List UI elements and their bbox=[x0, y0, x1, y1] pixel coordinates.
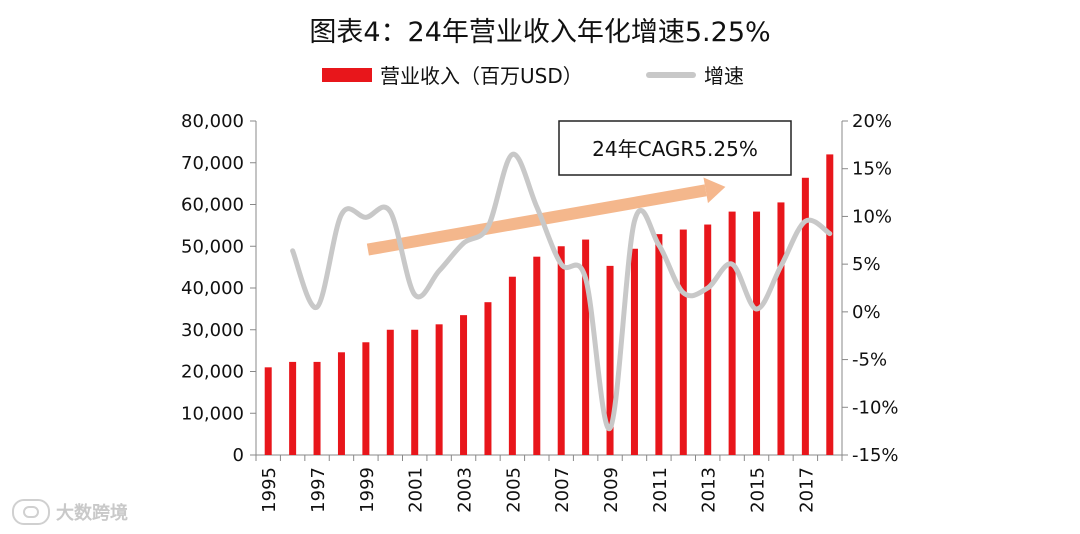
revenue-bars bbox=[264, 154, 834, 455]
revenue-bar bbox=[582, 239, 590, 455]
cagr-annotation: 24年CAGR5.25% bbox=[558, 120, 792, 176]
x-tick-label: 2013 bbox=[699, 467, 720, 513]
cagr-trend-arrow bbox=[366, 177, 726, 256]
trend-arrow-head bbox=[703, 177, 726, 204]
growth-line bbox=[290, 151, 833, 431]
trend-arrow-shaft bbox=[366, 184, 707, 256]
watermark-logo-icon bbox=[12, 499, 50, 525]
y-left-tick-label: 0 bbox=[233, 445, 244, 466]
revenue-bar bbox=[655, 234, 663, 455]
y-left-tick-label: 70,000 bbox=[181, 153, 244, 174]
y-right-tick-label: -5% bbox=[852, 350, 887, 371]
y-left-tick-label: 10,000 bbox=[181, 403, 244, 424]
legend-label-growth: 增速 bbox=[704, 64, 744, 88]
legend-label-revenue: 营业收入（百万USD） bbox=[380, 64, 583, 88]
revenue-bar bbox=[337, 352, 345, 455]
revenue-bar bbox=[460, 315, 468, 455]
x-tick-label: 1999 bbox=[357, 467, 378, 513]
legend-swatch-revenue bbox=[322, 67, 372, 82]
x-tick-label: 2001 bbox=[406, 467, 427, 513]
revenue-bar bbox=[777, 202, 785, 455]
revenue-bar bbox=[826, 154, 834, 455]
chart-legend: 营业收入（百万USD） 增速 bbox=[0, 60, 1080, 90]
revenue-bar bbox=[435, 324, 443, 455]
y-right-tick-label: 5% bbox=[852, 254, 881, 275]
y-right-tick-label: 15% bbox=[852, 159, 892, 180]
watermark: 大数跨境 bbox=[12, 499, 128, 525]
watermark-text: 大数跨境 bbox=[56, 503, 128, 524]
revenue-bar bbox=[264, 367, 272, 455]
y-left-tick-label: 40,000 bbox=[181, 278, 244, 299]
revenue-bar bbox=[289, 361, 297, 455]
x-tick-label: 1997 bbox=[308, 467, 329, 513]
y-right-tick-label: 10% bbox=[852, 206, 892, 227]
revenue-bar bbox=[753, 211, 761, 455]
revenue-bar bbox=[630, 248, 638, 455]
x-tick-label: 1995 bbox=[259, 467, 280, 513]
x-tick-label: 2007 bbox=[552, 467, 573, 513]
x-tick-label: 2015 bbox=[748, 467, 769, 513]
revenue-bar bbox=[533, 256, 541, 455]
legend-swatch-growth bbox=[646, 71, 696, 78]
revenue-bar bbox=[313, 361, 321, 455]
revenue-bar bbox=[801, 177, 809, 455]
x-tick-label: 2017 bbox=[796, 467, 817, 513]
revenue-bar bbox=[508, 276, 516, 455]
revenue-bar bbox=[704, 224, 712, 455]
x-tick-label: 2003 bbox=[455, 467, 476, 513]
annotation-text: 24年CAGR5.25% bbox=[592, 137, 758, 161]
revenue-bar bbox=[411, 329, 419, 455]
chart-axes: 0 10,000 20,000 30,000 40,000 50,000 60,000 70,… bbox=[181, 111, 899, 513]
y-right-tick-label: 0% bbox=[852, 302, 881, 323]
revenue-bar bbox=[386, 329, 394, 455]
revenue-bar bbox=[362, 342, 370, 455]
legend-item-growth: 增速 bbox=[646, 60, 744, 89]
x-tick-label: 2005 bbox=[503, 467, 524, 513]
y-right-tick-label: 20% bbox=[852, 111, 892, 132]
y-left-tick-label: 30,000 bbox=[181, 320, 244, 341]
y-right-tick-label: -10% bbox=[852, 397, 899, 418]
revenue-bar bbox=[484, 302, 492, 455]
x-tick-label: 2009 bbox=[601, 467, 622, 513]
x-tick-label: 2011 bbox=[650, 467, 671, 513]
revenue-bar bbox=[557, 246, 565, 455]
revenue-bar bbox=[679, 229, 687, 455]
annotation-box bbox=[558, 120, 792, 176]
revenue-bar bbox=[728, 211, 736, 455]
legend-item-revenue: 营业收入（百万USD） bbox=[322, 60, 583, 89]
y-left-tick-label: 80,000 bbox=[181, 111, 244, 132]
chart-title: 图表4：24年营业收入年化增速5.25% bbox=[309, 17, 771, 48]
y-left-tick-label: 60,000 bbox=[181, 195, 244, 216]
y-left-tick-label: 20,000 bbox=[181, 362, 244, 383]
y-right-tick-label: -15% bbox=[852, 445, 899, 466]
revenue-bar bbox=[606, 265, 614, 455]
y-left-tick-label: 50,000 bbox=[181, 236, 244, 257]
